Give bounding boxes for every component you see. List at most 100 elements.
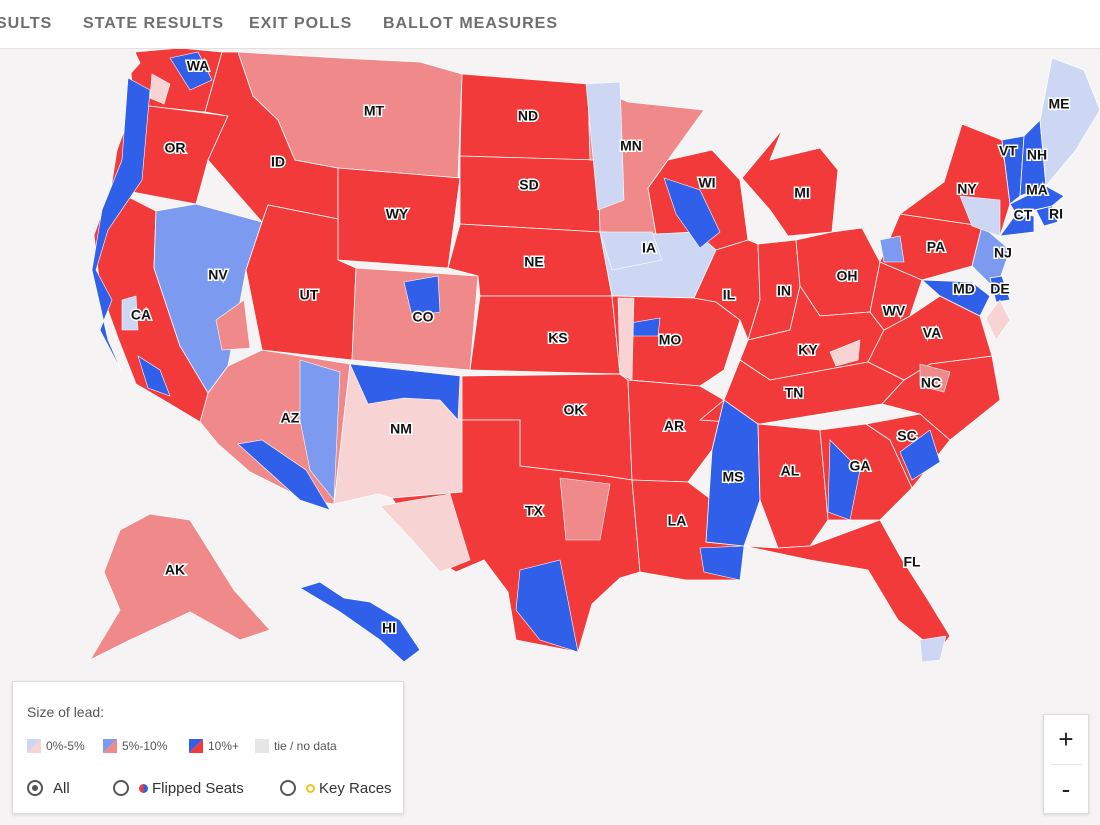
tab-ballot-measures[interactable]: BALLOT MEASURES [383,15,558,32]
district-shape[interactable] [899,429,941,481]
state-label-wv: WV [883,303,906,319]
state-ks[interactable] [469,295,621,375]
district-shape[interactable] [699,545,745,581]
district-shape[interactable] [919,635,947,663]
state-label-wa: WA [187,58,210,74]
zoom-out-button[interactable]: - [1061,773,1071,804]
district-shape[interactable] [919,363,951,393]
state-label-ok: OK [564,402,585,418]
tab-exit-polls[interactable]: EXIT POLLS [249,15,353,32]
swatch-tie: tie / no data [255,738,337,754]
zoom-in-button[interactable]: + [1058,723,1074,754]
state-ak[interactable] [88,513,271,661]
tab-state-results[interactable]: STATE RESULTS [83,15,224,32]
state-label-ma: MA [1026,182,1048,198]
district-shape[interactable] [121,295,139,331]
state-ma[interactable] [1009,185,1065,215]
state-fl[interactable] [743,519,951,653]
filter-all-label: All [53,779,70,797]
district-shape[interactable] [985,299,1011,341]
district-shape[interactable] [879,235,905,263]
district-shape[interactable] [349,363,461,421]
district-shape[interactable] [149,73,171,105]
swatch-tie-label: tie / no data [274,739,337,753]
filter-key-label: Key Races [319,779,392,797]
key-race-icon [306,783,315,793]
state-label-ia: IA [642,240,656,256]
state-labels: WA OR CA NV ID MT WY UT CO AZ NM ND SD NE KS OK TX MN IA MO… [129,56,1071,637]
state-al[interactable] [757,423,829,549]
district-shape[interactable] [959,195,1001,237]
district-shape[interactable] [617,297,635,381]
district-shape[interactable] [585,81,625,211]
state-label-mi: MI [794,185,810,201]
state-sd[interactable] [459,155,601,233]
filter-flipped-seats[interactable]: Flipped Seats [113,776,244,800]
state-hi[interactable] [299,581,421,663]
district-shape[interactable] [403,275,441,317]
district-shape[interactable] [137,355,171,397]
state-me[interactable] [1039,57,1100,187]
state-label-ne: NE [524,254,543,270]
state-label-ar: AR [664,418,684,434]
state-label-tn: TN [785,385,804,401]
state-label-nc: NC [921,375,941,391]
filter-key-radio[interactable] [280,780,296,796]
state-de[interactable] [989,275,1011,303]
state-label-ri: RI [1049,206,1063,222]
zoom-divider [1050,764,1082,765]
district-shape[interactable] [829,339,861,367]
state-md[interactable] [920,279,991,317]
state-label-ak: AK [165,562,185,578]
legend-swatches: 0%-5% 5%-10% 10%+ tie / no data [27,738,397,754]
state-ri[interactable] [1035,205,1059,227]
state-label-tx: TX [525,503,544,519]
district-shape[interactable] [91,77,151,373]
state-label-nm: NM [390,421,412,437]
state-label-il: IL [723,287,736,303]
district-shape[interactable] [379,493,471,573]
swatch-0-5-label: 0%-5% [46,739,85,753]
state-va[interactable] [867,295,993,381]
top-navigation: SULTS STATE RESULTS EXIT POLLS BALLOT ME… [0,0,1100,49]
district-shape[interactable] [827,439,861,521]
state-label-mn: MN [620,138,642,154]
district-shape[interactable] [599,231,663,271]
district-shape[interactable] [663,177,721,249]
state-label-nh: NH [1027,147,1047,163]
us-house-results-map[interactable]: WA OR CA NV ID MT WY UT CO AZ NM ND SD NE KS OK TX MN IA MO… [0,49,1100,825]
state-label-id: ID [271,154,285,170]
tab-results[interactable]: SULTS [0,15,53,32]
filter-all-radio[interactable] [27,780,43,796]
filter-flipped-radio[interactable] [113,780,129,796]
swatch-5-10-label: 5%-10% [122,739,168,753]
district-shape[interactable] [237,439,331,511]
state-mi[interactable] [741,129,839,237]
district-shape[interactable] [215,299,251,351]
filter-all[interactable]: All [27,776,70,800]
filter-key-races[interactable]: Key Races [280,776,392,800]
filter-options: All Flipped Seats Key Races [27,776,397,800]
state-label-ut: UT [300,287,319,303]
state-label-or: OR [165,140,186,156]
state-label-wi: WI [698,175,715,191]
district-shape[interactable] [299,359,341,501]
district-shape[interactable] [515,559,579,653]
district-shape[interactable] [559,477,611,541]
zoom-controls: + - [1043,714,1089,814]
state-label-nv: NV [208,267,228,283]
filter-flipped-label: Flipped Seats [152,779,244,797]
district-shape[interactable] [169,51,213,91]
state-ct[interactable] [999,213,1035,237]
swatch-tie-color [255,739,269,753]
state-wv[interactable] [869,261,923,331]
swatch-10-plus: 10%+ [189,738,239,754]
state-shapes[interactable] [88,49,1100,663]
lead-size-legend: Size of lead: 0%-5% 5%-10% 10%+ tie / no… [12,681,404,814]
state-label-vt: VT [999,143,1017,159]
state-label-me: ME [1049,96,1070,112]
state-label-al: AL [781,463,800,479]
state-label-mt: MT [364,103,385,119]
state-label-pa: PA [927,239,945,255]
state-label-va: VA [923,325,941,341]
